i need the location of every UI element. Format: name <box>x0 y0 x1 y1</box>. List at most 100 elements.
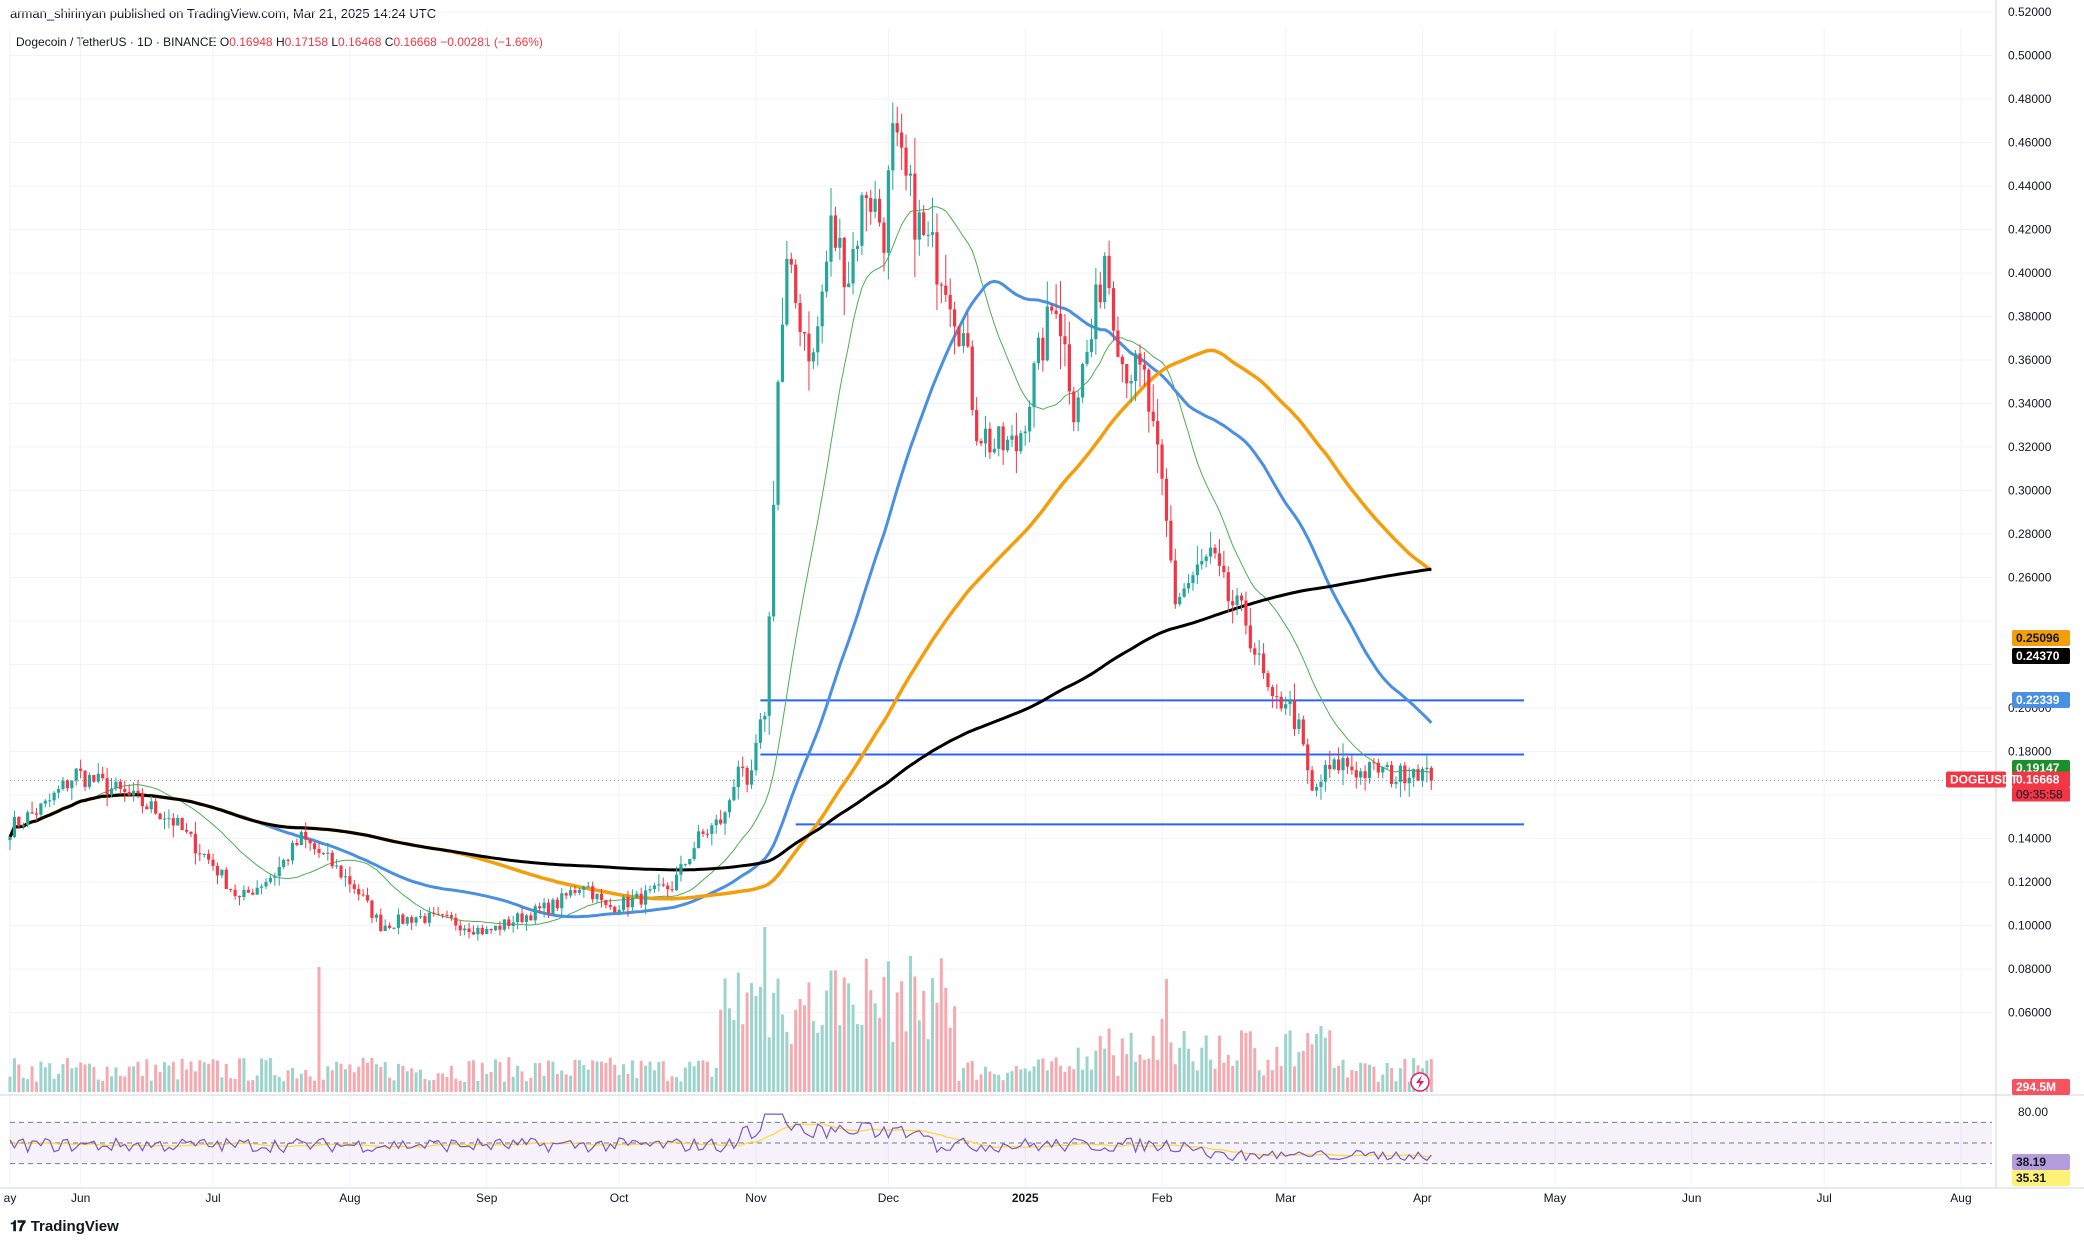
volume-bar <box>1138 1054 1142 1092</box>
countdown-bg <box>2012 787 2070 802</box>
candle-body <box>935 232 939 285</box>
volume-bar <box>595 1061 599 1092</box>
candle-body <box>763 715 767 720</box>
volume-bar <box>727 1008 731 1092</box>
candle-body <box>635 893 639 898</box>
time-tick-label: Nov <box>745 1191 766 1205</box>
candle-body <box>599 893 604 900</box>
volume-bar <box>171 1061 175 1092</box>
time-axis[interactable]: ay Jun Jul Aug Sep Oct Nov Dec 2025 Feb Mar Apr May J… <box>4 1191 1972 1205</box>
volume-bar <box>308 1076 312 1092</box>
candle-body <box>789 258 793 265</box>
volume-bar <box>908 955 912 1092</box>
candle-body <box>1381 766 1385 773</box>
volume-bar <box>1257 1070 1261 1092</box>
candle-body <box>1350 766 1354 771</box>
volume-bar <box>825 990 829 1092</box>
volume-bar <box>732 1019 736 1092</box>
candle-body <box>683 864 687 866</box>
price-tick-label: 0.48000 <box>2008 92 2052 106</box>
volume-bar <box>666 1080 670 1092</box>
ma-blue-badge-bg <box>2012 692 2070 708</box>
candle-body <box>555 899 559 909</box>
candle-body <box>900 132 904 148</box>
candle-body <box>127 791 131 796</box>
tv-logo-icon: 𝟏𝟕 <box>10 1218 26 1235</box>
time-tick-label: Jul <box>205 1191 220 1205</box>
candle-body <box>586 886 590 888</box>
volume-bar <box>714 1067 718 1092</box>
candle-body <box>1182 588 1186 597</box>
volume-bar <box>374 1064 378 1092</box>
close-value: 0.16668 <box>393 35 437 49</box>
volume-bar <box>1103 1048 1107 1092</box>
candle-body <box>904 147 908 176</box>
volume-bar <box>370 1057 374 1092</box>
time-tick-label: Aug <box>339 1191 360 1205</box>
volume-bar <box>401 1065 405 1092</box>
price-tick-label: 0.30000 <box>2008 484 2052 498</box>
volume-bar <box>983 1066 987 1092</box>
price-axis[interactable]: 0.52000 0.50000 0.48000 0.46000 0.44000 0.420… <box>2008 5 2052 1119</box>
candle-body <box>617 909 621 913</box>
volume-bar <box>1006 1072 1010 1092</box>
candle-body <box>471 932 476 935</box>
candle-body <box>379 914 383 932</box>
candle-body <box>162 818 167 820</box>
candle-body <box>948 294 952 310</box>
volume-bar <box>1354 1070 1358 1092</box>
candle-body <box>1235 595 1239 606</box>
candle-body <box>1385 764 1389 767</box>
volume-bar <box>701 1060 705 1092</box>
candle-body <box>776 381 780 505</box>
candle-body <box>1116 330 1120 357</box>
volume-bar <box>167 1065 171 1092</box>
volume-bar <box>255 1075 259 1092</box>
volume-bar <box>30 1066 34 1092</box>
candle-body <box>882 222 886 253</box>
horizontal-levels[interactable] <box>10 699 1992 826</box>
candle-body <box>564 893 568 896</box>
volume-bar <box>140 1076 144 1092</box>
volume-bar <box>551 1061 555 1092</box>
volume-bar <box>96 1079 100 1092</box>
volume-bar <box>750 983 754 1092</box>
symbol-name[interactable]: Dogecoin / TetherUS · 1D · BINANCE <box>16 35 217 49</box>
time-tick-label: Aug <box>1950 1191 1971 1205</box>
candle-body <box>1001 426 1005 451</box>
candle-body <box>158 813 162 820</box>
candle-body <box>1354 770 1358 778</box>
candle-body <box>895 123 899 133</box>
candle-body <box>343 876 348 878</box>
candle-body <box>1310 770 1314 791</box>
volume-bar <box>564 1074 568 1092</box>
candle-body <box>312 843 317 850</box>
candle-body <box>939 284 943 286</box>
candle-body <box>674 874 679 891</box>
candle-body <box>246 889 250 893</box>
volume-bar <box>957 1080 961 1092</box>
tradingview-brand[interactable]: 𝟏𝟕 TradingView <box>10 1218 119 1235</box>
volume-bar <box>533 1063 537 1092</box>
candle-body <box>1098 284 1102 303</box>
volume-bar <box>1253 1048 1257 1092</box>
last-price-badge-bg <box>2012 771 2070 788</box>
volume-bar <box>43 1067 47 1092</box>
candle-body <box>661 884 665 886</box>
candle-body <box>1014 435 1018 452</box>
volume-bar <box>798 998 802 1092</box>
volume-bar <box>282 1081 286 1092</box>
volume-bar <box>1063 1071 1067 1092</box>
volume-bar <box>87 1063 91 1092</box>
volume-bar <box>419 1069 423 1092</box>
candle-body <box>966 333 970 347</box>
volume-bar <box>149 1080 153 1092</box>
time-tick-label: 2025 <box>1012 1191 1039 1205</box>
candle-body <box>542 902 546 909</box>
volume-bar <box>944 987 948 1092</box>
lightning-icon[interactable] <box>1410 1072 1430 1092</box>
candle-body <box>648 889 652 891</box>
grid-lines <box>0 0 2084 1189</box>
volume-bar <box>1306 1033 1310 1092</box>
